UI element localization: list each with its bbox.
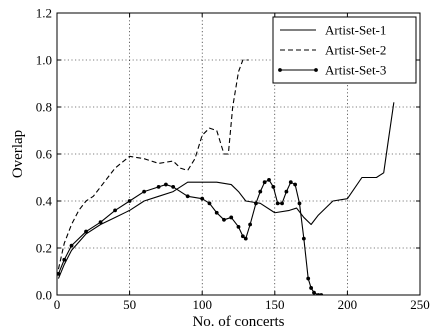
y-tick-label: 0.8 [36, 100, 52, 115]
legend-marker [278, 68, 282, 72]
data-point [84, 229, 88, 234]
data-point [240, 234, 245, 239]
data-point [164, 182, 168, 187]
data-point [69, 243, 74, 248]
series-layer [57, 59, 395, 295]
y-tick-label: 0.6 [36, 147, 53, 162]
y-tick-label: 1.0 [36, 53, 52, 68]
legend-label: Artist-Set-3 [325, 63, 386, 78]
data-point [262, 180, 267, 185]
series-line [57, 102, 395, 279]
legend-item: Artist-Set-3 [278, 63, 386, 78]
data-point [207, 201, 212, 206]
data-point [57, 271, 61, 276]
data-point [309, 286, 313, 290]
data-point [214, 210, 219, 215]
data-point [243, 236, 248, 241]
data-point [284, 189, 289, 194]
y-axis-label: Overlap [10, 130, 26, 178]
series-3 [57, 177, 324, 295]
legend-label: Artist-Set-2 [325, 43, 386, 58]
data-point [306, 276, 311, 281]
legend-item: Artist-Set-2 [280, 43, 386, 58]
data-point [312, 290, 316, 295]
x-tick-label: 200 [338, 297, 358, 312]
data-point [236, 224, 241, 229]
data-point [127, 199, 132, 203]
data-point [258, 189, 263, 194]
x-tick-label: 100 [192, 297, 212, 312]
data-point [98, 220, 103, 225]
data-point [267, 177, 271, 182]
x-tick-label: 150 [265, 297, 285, 312]
data-point [254, 201, 258, 206]
x-tick-label: 250 [410, 297, 430, 312]
series-1 [57, 102, 395, 279]
x-tick-label: 50 [123, 297, 136, 312]
data-point [271, 185, 276, 189]
x-tick-label: 0 [54, 297, 61, 312]
data-point [156, 185, 161, 189]
data-point [280, 201, 284, 206]
data-point [229, 215, 234, 220]
legend-marker [314, 68, 318, 72]
data-point [113, 208, 117, 213]
y-tick-label: 0.0 [36, 288, 52, 303]
data-point [248, 222, 253, 227]
y-tick-label: 1.2 [36, 6, 52, 21]
x-axis-label: No. of concerts [192, 314, 284, 327]
data-point [288, 180, 293, 185]
tick-labels: 0 50 100 150 200 250 0.0 0.2 0.4 0.6 0.8 1.0 1.2 [36, 6, 430, 313]
series-line [57, 179, 322, 295]
data-point [200, 196, 205, 201]
series-line [57, 59, 249, 270]
series-2 [57, 59, 249, 270]
data-point [301, 236, 306, 241]
legend-label: Artist-Set-1 [325, 23, 386, 38]
tick-marks [56, 12, 421, 296]
data-point [293, 182, 298, 187]
legend: Artist-Set-1 Artist-Set-2 Artist-Set-3 [272, 16, 417, 84]
data-point [297, 201, 302, 206]
data-point [275, 201, 280, 206]
data-point [185, 194, 190, 199]
data-point [171, 185, 176, 189]
data-point [62, 257, 67, 262]
data-point [222, 217, 226, 222]
y-tick-label: 0.2 [36, 241, 52, 256]
legend-item: Artist-Set-1 [280, 23, 386, 38]
data-point [142, 189, 147, 194]
y-tick-label: 0.4 [36, 194, 53, 209]
